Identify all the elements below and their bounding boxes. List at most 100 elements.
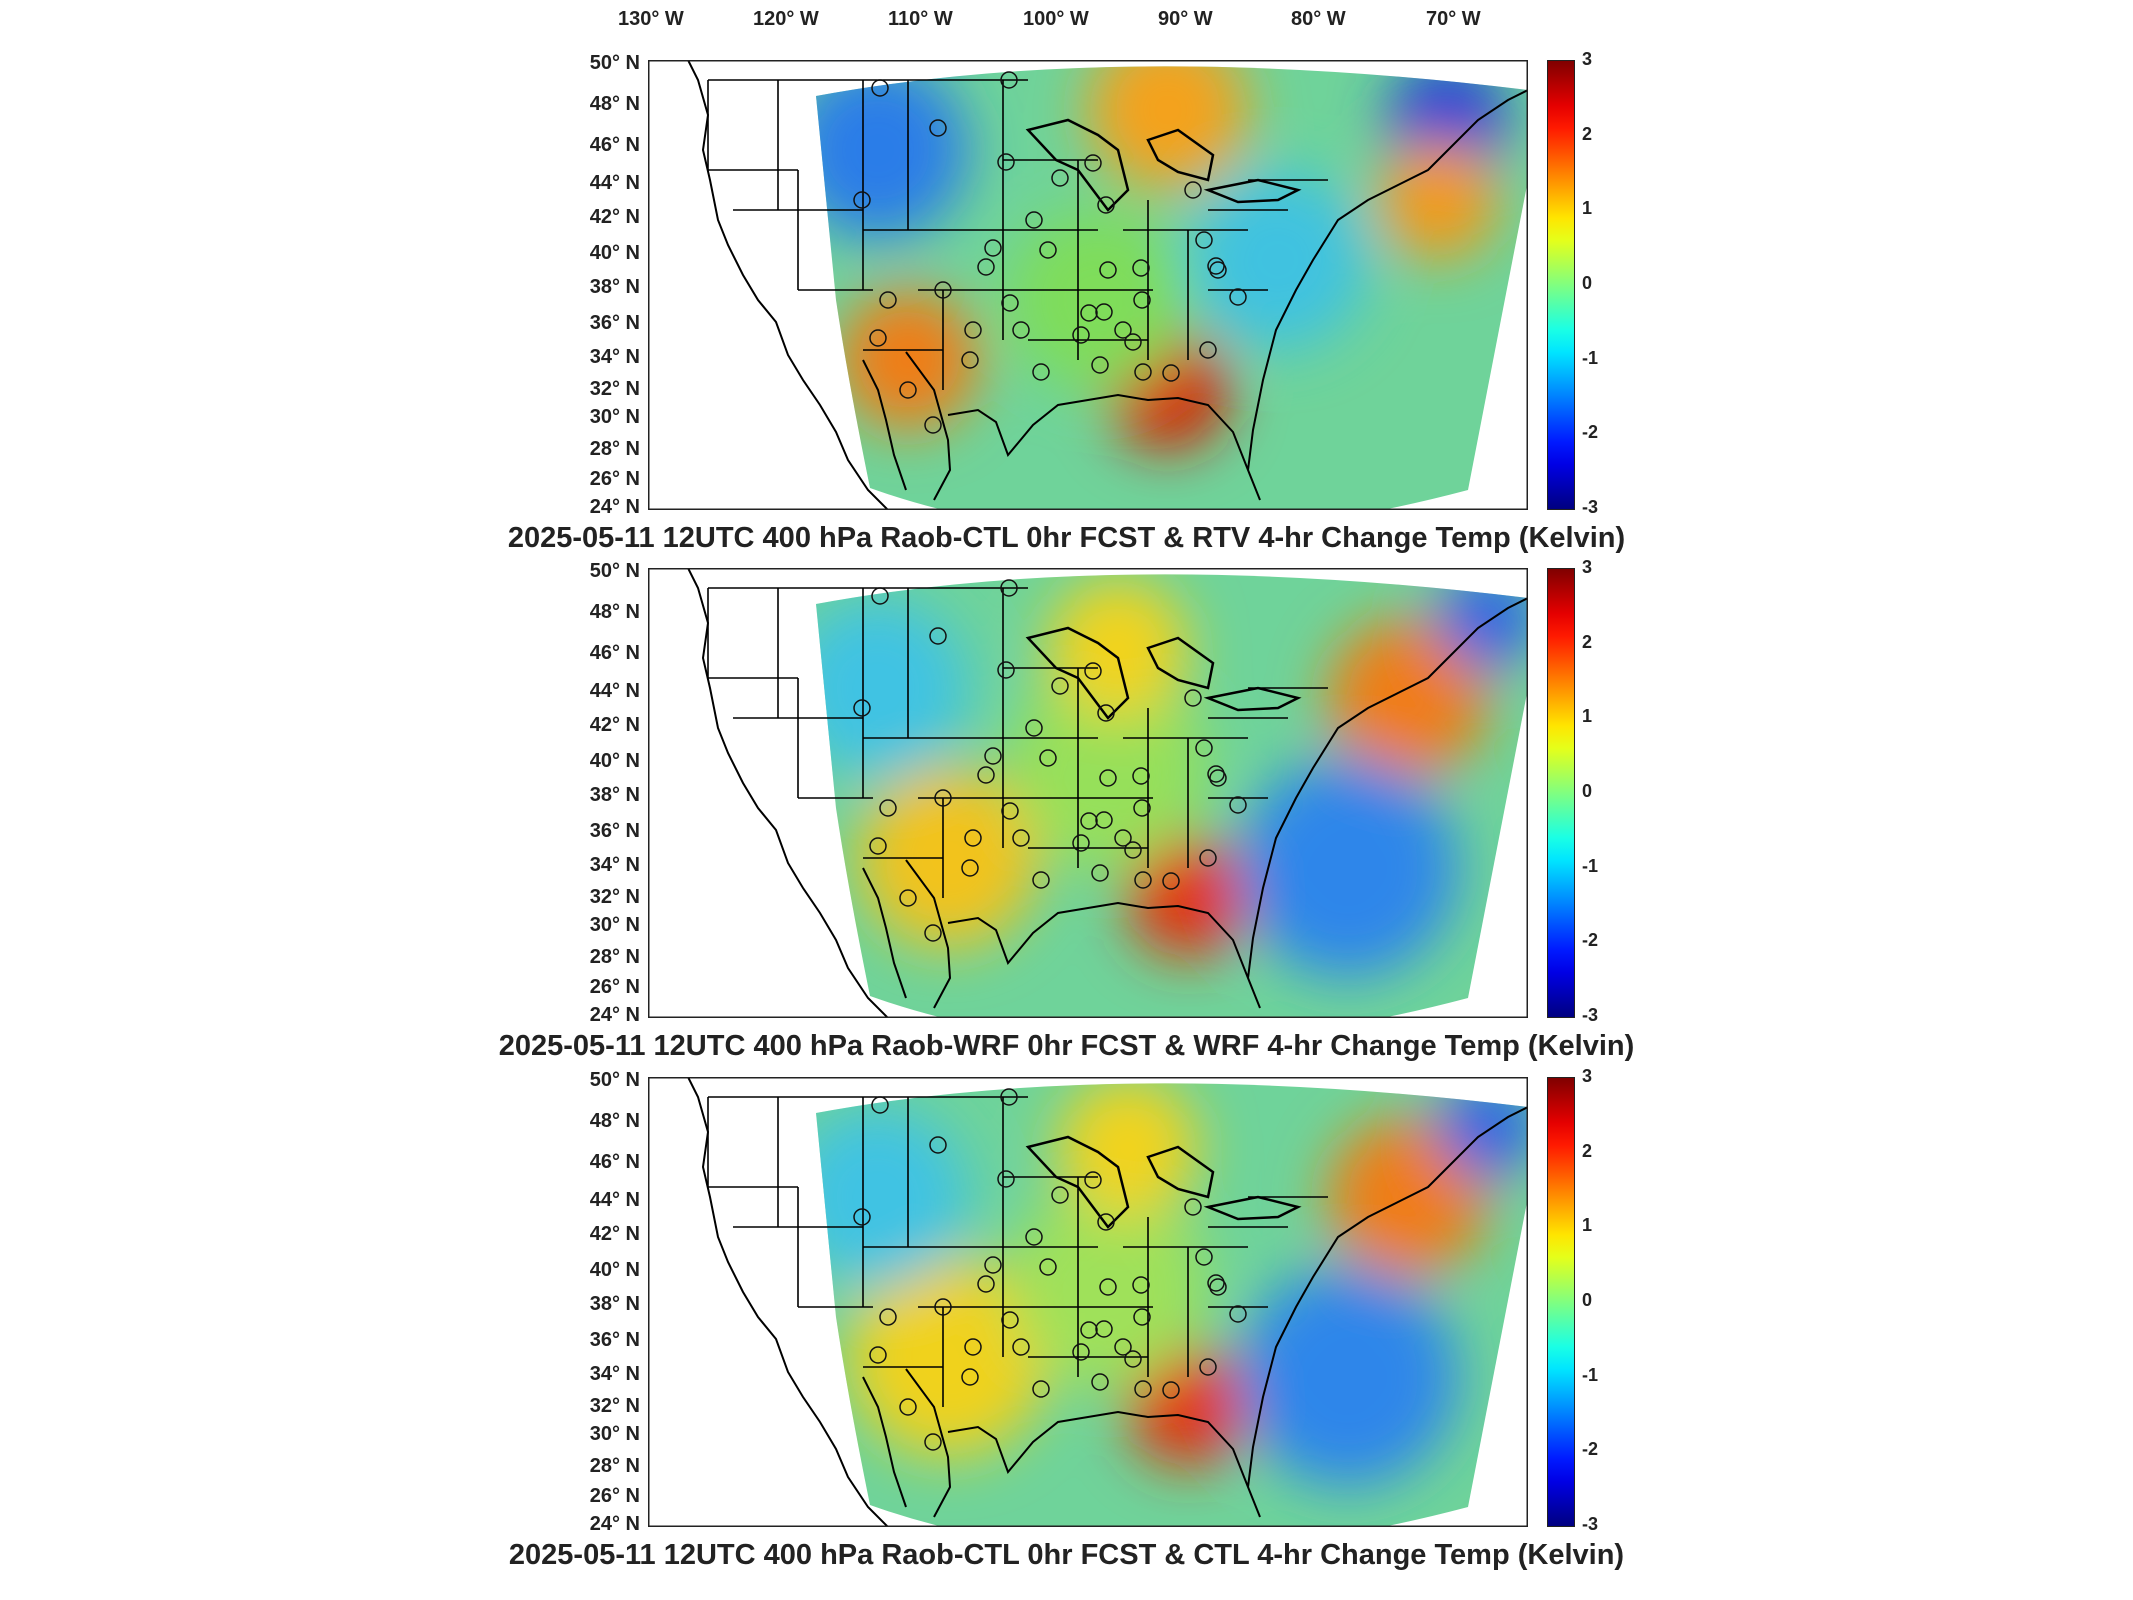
raob-station-marker	[934, 1298, 952, 1316]
raob-station-marker	[1207, 1274, 1225, 1292]
latitude-axis-labels: 50° N 48° N 46° N 44° N 42° N 40° N 38° N 36° N…	[570, 1069, 648, 1535]
raob-station-marker	[1124, 841, 1142, 859]
map-frame	[648, 568, 1528, 1018]
field-blob	[816, 598, 968, 778]
map-panel-rtv: 50° N 48° N 46° N 44° N 42° N 40° N 38° N 36° N…	[0, 49, 2133, 580]
colorbar-tick-label: 3	[1582, 1066, 1593, 1086]
east-coast	[1247, 597, 1528, 979]
raob-station-marker	[1184, 689, 1202, 707]
raob-station-marker	[1124, 333, 1142, 351]
raob-station-marker	[924, 1433, 942, 1451]
latitude-label: 38° N	[589, 276, 640, 298]
raob-station-marker	[899, 1398, 917, 1416]
raob-station-marker	[853, 1208, 871, 1226]
raob-station-marker	[1132, 767, 1150, 785]
raob-station-marker	[1032, 871, 1050, 889]
raob-station-marker	[934, 281, 952, 299]
colorbar-tick-label: 3	[1582, 49, 1593, 69]
raob-station-marker	[1134, 871, 1152, 889]
coastline	[862, 1376, 907, 1508]
latitude-label: 36° N	[589, 1329, 640, 1351]
great-lakes	[1025, 1135, 1302, 1229]
raob-station-marker	[1084, 154, 1102, 172]
raob-station-marker	[1162, 872, 1180, 890]
longitude-label: 90° W	[1158, 8, 1213, 30]
raob-station-marker	[1229, 796, 1247, 814]
latitude-label: 42° N	[589, 206, 640, 228]
raob-station-marker	[1072, 834, 1090, 852]
colorbar-tick-label: 0	[1582, 781, 1593, 801]
field-blob	[1188, 170, 1368, 350]
raob-station-marker	[1124, 1350, 1142, 1368]
raob-station-marker	[1091, 356, 1109, 374]
field-blob	[1008, 210, 1188, 390]
raob-station-marker	[1012, 321, 1030, 339]
raob-station-marker	[1032, 1380, 1050, 1398]
raob-station-marker	[934, 789, 952, 807]
raob-station-marker	[869, 329, 887, 347]
coastline	[905, 1368, 952, 1518]
raob-station-marker	[1001, 1311, 1019, 1329]
east-coast	[1247, 89, 1528, 471]
raob-station-marker	[929, 119, 947, 137]
raob-station-marker	[853, 699, 871, 717]
latitude-label: 48° N	[589, 601, 640, 623]
raob-station-marker	[997, 153, 1015, 171]
latitude-label: 44° N	[589, 1189, 640, 1211]
coastline	[862, 867, 907, 999]
latitude-label: 40° N	[589, 1259, 640, 1281]
raob-station-marker	[1229, 288, 1247, 306]
latitude-label: 28° N	[589, 946, 640, 968]
raob-station-marker	[1095, 1320, 1113, 1338]
raob-station-marker	[1001, 294, 1019, 312]
raob-station-marker	[1133, 291, 1151, 309]
latitude-label: 30° N	[589, 914, 640, 936]
raob-station-marker	[1032, 363, 1050, 381]
field-blob	[1128, 838, 1248, 958]
raob-station-marker	[1195, 231, 1213, 249]
longitude-label: 130° W	[618, 8, 684, 30]
raob-station-marker	[1207, 257, 1225, 275]
colorbar	[1547, 568, 1575, 1018]
latitude-axis-labels: 50° N 48° N 46° N 44° N 42° N 40° N 38° N 36° N…	[570, 52, 648, 518]
colorbar-tick-label: -2	[1582, 1439, 1599, 1460]
great-lakes	[1025, 118, 1302, 212]
colorbar	[1547, 60, 1575, 510]
panel-title: 2025-05-11 12UTC 400 hPa Raob-CTL 0hr FC…	[508, 1539, 1625, 1571]
coastline	[687, 1077, 889, 1527]
latitude-label: 26° N	[589, 468, 640, 490]
longitude-label: 120° W	[753, 8, 819, 30]
field-blob	[816, 1107, 968, 1287]
raob-station-marker	[1000, 1088, 1018, 1106]
field-blob	[1238, 758, 1458, 978]
raob-station-marker	[1039, 749, 1057, 767]
raob-station-marker	[1207, 765, 1225, 783]
colorbar-tick-label: 3	[1582, 557, 1593, 577]
latitude-label: 46° N	[589, 642, 640, 664]
raob-station-marker	[977, 766, 995, 784]
raob-station-marker	[1097, 196, 1115, 214]
map-plot	[648, 1077, 1528, 1527]
raob-station-marker	[964, 321, 982, 339]
raob-station-marker	[1051, 677, 1069, 695]
latitude-label: 36° N	[589, 820, 640, 842]
raob-station-marker	[1199, 1358, 1217, 1376]
raob-station-marker	[879, 1308, 897, 1326]
raob-station-marker	[1025, 719, 1043, 737]
colorbar-tick-label: 2	[1582, 631, 1593, 652]
raob-station-marker	[1162, 1381, 1180, 1399]
raob-station-marker	[1080, 1321, 1098, 1339]
colorbar-tick-label: 1	[1582, 706, 1593, 727]
raob-station-marker	[1132, 1276, 1150, 1294]
colorbar-tick-label: 1	[1582, 198, 1593, 219]
coastline	[687, 568, 889, 1018]
east-coast	[1247, 1106, 1528, 1488]
latitude-label: 34° N	[589, 346, 640, 368]
latitude-label: 42° N	[589, 1223, 640, 1245]
latitude-label: 26° N	[589, 1485, 640, 1507]
latitude-label: 48° N	[589, 93, 640, 115]
raob-station-marker	[1114, 1338, 1132, 1356]
field-blobs	[816, 574, 1528, 978]
raob-station-marker	[1209, 1278, 1227, 1296]
raob-station-marker	[1114, 829, 1132, 847]
